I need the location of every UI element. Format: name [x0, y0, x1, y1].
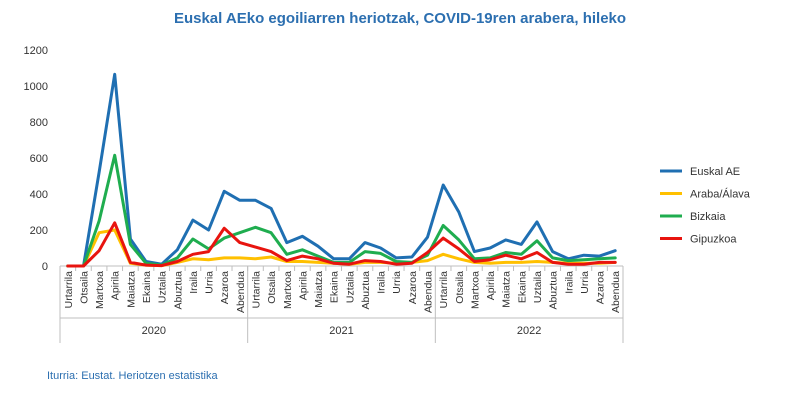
x-tick-label: Maiatza: [125, 271, 137, 308]
y-tick-label: 800: [30, 117, 48, 129]
x-tick-label: Azaroa: [595, 271, 607, 304]
x-tick-label: Abuztua: [548, 271, 560, 310]
legend-label: Bizkaia: [690, 211, 726, 223]
year-label: 2022: [517, 325, 541, 337]
x-tick-label: Azaroa: [407, 271, 419, 304]
x-tick-label: Urtarrila: [438, 271, 450, 308]
x-tick-label: Uztaila: [532, 271, 544, 303]
y-tick-label: 0: [42, 261, 48, 273]
y-tick-label: 600: [30, 153, 48, 165]
x-tick-label: Urria: [204, 271, 216, 294]
x-tick-label: Abuztua: [360, 271, 372, 310]
x-tick-label: Abendua: [610, 271, 622, 313]
x-tick-label: Martxoa: [94, 271, 106, 309]
x-tick-label: Ekaina: [516, 271, 528, 303]
x-tick-label: Martxoa: [282, 271, 294, 309]
x-tick-label: Uztaila: [157, 271, 169, 303]
chart-title: Euskal AEko egoiliarren heriotzak, COVID…: [173, 10, 627, 27]
x-tick-label: Maiatza: [313, 271, 325, 308]
x-tick-label: Maiatza: [501, 271, 513, 308]
chart-source: Iturria: Eustat. Heriotzen estatistika: [47, 370, 218, 382]
series-line: [66, 228, 617, 268]
legend-label: Euskal AE: [690, 166, 740, 178]
x-tick-label: Urria: [579, 271, 591, 294]
x-tick-label: Abuztua: [172, 271, 184, 310]
x-tick-label: Otsaila: [266, 271, 278, 304]
x-tick-label: Abendua: [235, 271, 247, 313]
y-tick-label: 400: [30, 189, 48, 201]
x-tick-label: Azaroa: [219, 271, 231, 304]
x-tick-label: Urtarrila: [63, 271, 75, 308]
x-tick-label: Apirila: [110, 271, 122, 300]
year-label: 2020: [142, 325, 166, 337]
x-tick-label: Uztaila: [344, 271, 356, 303]
x-tick-label: Martxoa: [469, 271, 481, 309]
x-tick-label: Iraila: [376, 271, 388, 294]
x-tick-label: Iraila: [188, 271, 200, 294]
year-label: 2021: [329, 325, 353, 337]
legend-label: Araba/Álava: [690, 188, 751, 201]
x-tick-label: Urria: [391, 271, 403, 294]
y-tick-label: 200: [30, 225, 48, 237]
x-tick-label: Apirila: [297, 271, 309, 300]
series-line: [66, 72, 617, 268]
x-tick-label: Urtarrila: [250, 271, 262, 308]
series-line: [66, 153, 617, 268]
legend-label: Gipuzkoa: [690, 234, 737, 246]
x-tick-label: Iraila: [563, 271, 575, 294]
x-tick-label: Otsaila: [78, 271, 90, 304]
y-tick-label: 1000: [24, 81, 48, 93]
x-tick-label: Apirila: [485, 271, 497, 300]
series-line: [66, 221, 617, 268]
x-tick-label: Abendua: [423, 271, 435, 313]
x-tick-label: Ekaina: [141, 271, 153, 303]
x-tick-label: Otsaila: [454, 271, 466, 304]
x-tick-label: Ekaina: [329, 271, 341, 303]
y-tick-label: 1200: [24, 45, 48, 57]
